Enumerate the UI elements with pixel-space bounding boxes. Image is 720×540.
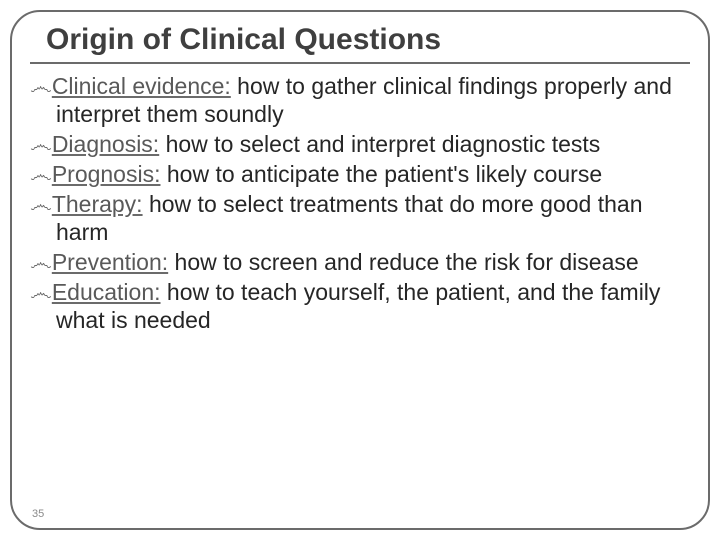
bullet-icon: ෴ — [30, 249, 52, 275]
list-item: ෴Education: how to teach yourself, the p… — [30, 278, 690, 334]
slide-frame: Origin of Clinical Questions ෴Clinical e… — [10, 10, 710, 530]
bullet-icon: ෴ — [30, 161, 52, 187]
item-term: Therapy: — [52, 191, 143, 217]
bullet-icon: ෴ — [30, 279, 52, 305]
bullet-icon: ෴ — [30, 73, 52, 99]
bullet-icon: ෴ — [30, 131, 52, 157]
list-item: ෴Diagnosis: how to select and interpret … — [30, 130, 690, 158]
item-text: how to anticipate the patient's likely c… — [160, 161, 602, 187]
item-text: how to screen and reduce the risk for di… — [168, 249, 638, 275]
page-number: 35 — [32, 508, 44, 520]
item-term: Prognosis: — [52, 161, 161, 187]
list-item: ෴Prevention: how to screen and reduce th… — [30, 248, 690, 276]
item-term: Clinical evidence: — [52, 73, 231, 99]
list-item: ෴Clinical evidence: how to gather clinic… — [30, 72, 690, 128]
item-term: Prevention: — [52, 249, 168, 275]
bullet-list: ෴Clinical evidence: how to gather clinic… — [30, 72, 690, 334]
bullet-icon: ෴ — [30, 191, 52, 217]
list-item: ෴Therapy: how to select treatments that … — [30, 190, 690, 246]
item-term: Diagnosis: — [52, 131, 159, 157]
list-item: ෴Prognosis: how to anticipate the patien… — [30, 160, 690, 188]
slide-title: Origin of Clinical Questions — [30, 22, 690, 64]
item-text: how to select and interpret diagnostic t… — [159, 131, 600, 157]
item-term: Education: — [52, 279, 161, 305]
item-text: how to select treatments that do more go… — [56, 191, 642, 245]
